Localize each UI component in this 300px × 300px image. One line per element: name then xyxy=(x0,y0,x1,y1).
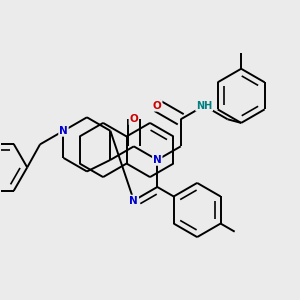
Text: N: N xyxy=(59,126,68,136)
Text: N: N xyxy=(153,155,162,165)
Text: N: N xyxy=(129,196,138,206)
Text: O: O xyxy=(129,114,138,124)
Text: NH: NH xyxy=(196,101,212,111)
Text: O: O xyxy=(153,101,162,111)
